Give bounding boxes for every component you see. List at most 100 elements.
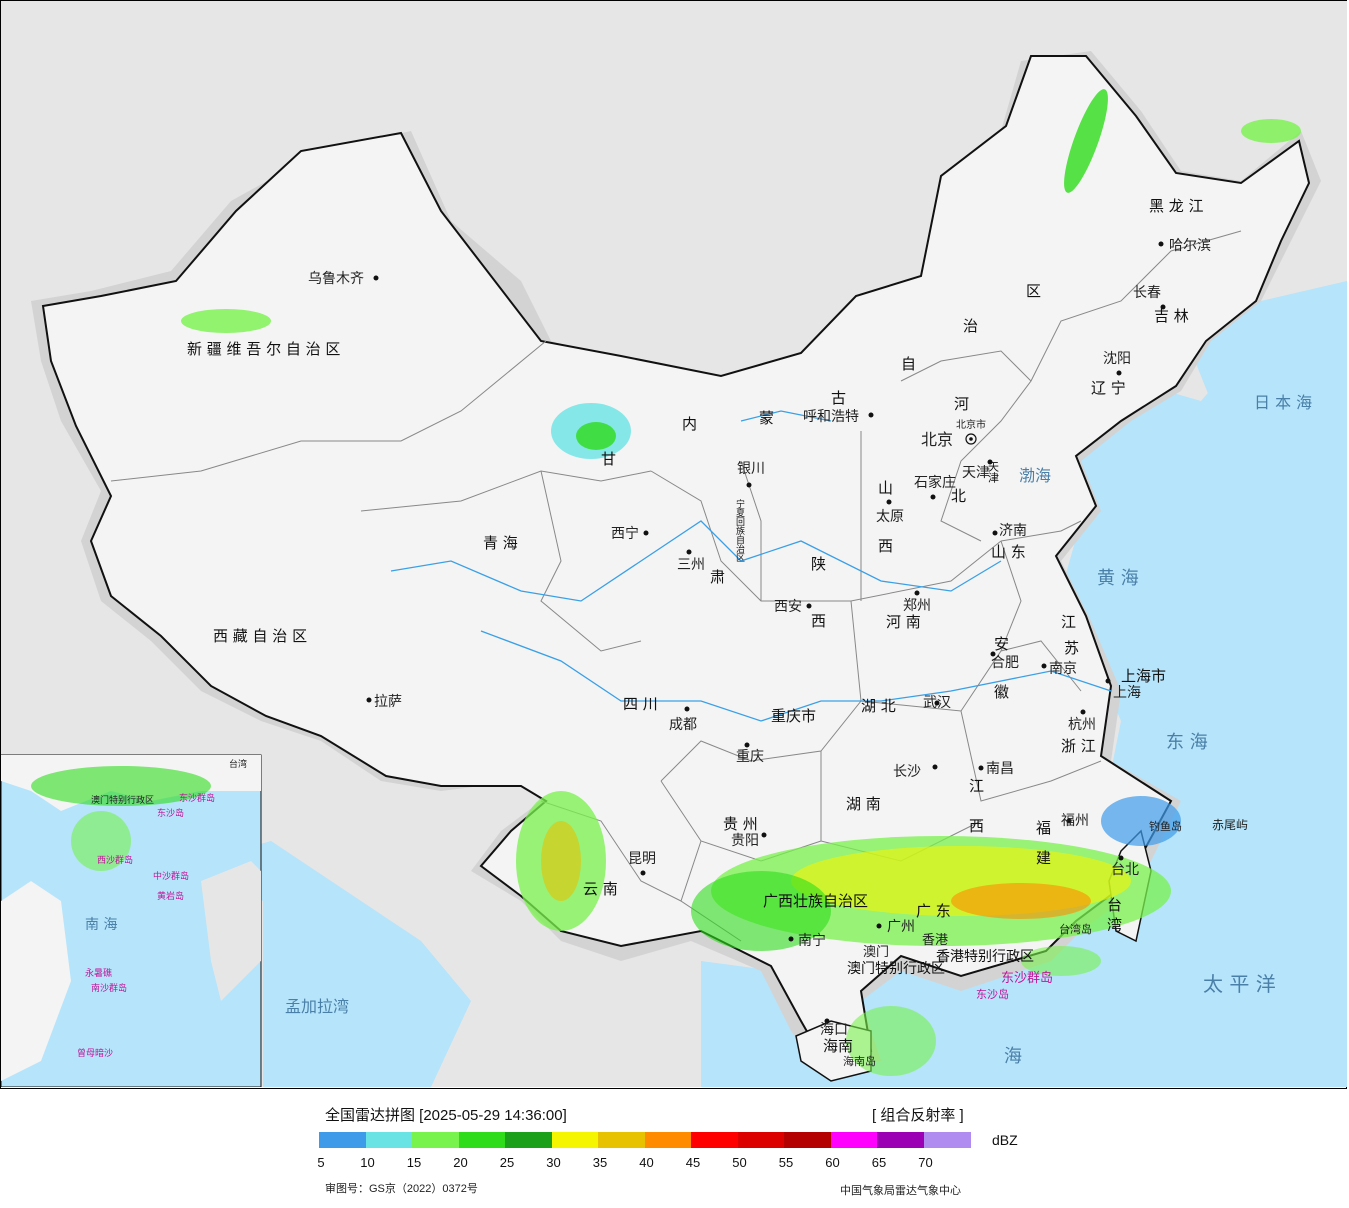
color-swatch-11	[830, 1132, 878, 1148]
city-dot	[1080, 709, 1086, 715]
approval-number: 审图号：GS京（2022）0372号	[325, 1183, 478, 1195]
city-label-taipei: 台北	[1111, 862, 1139, 878]
city-label-taiyuan: 太原	[876, 509, 904, 525]
city-label-xining: 西宁	[611, 525, 639, 542]
province-label-hubei: 湖 北	[861, 697, 896, 715]
color-scale-tick: 70	[918, 1155, 933, 1170]
city-dot	[640, 870, 646, 876]
city-label-fuzhou: 福州	[1061, 813, 1089, 829]
city-label-nanchang: 南昌	[986, 761, 1014, 777]
city-dots	[366, 241, 1166, 1024]
city-label-nanjing: 南京	[1049, 661, 1077, 677]
province-label-henan: 河 南	[886, 613, 921, 631]
city-label-harbin: 哈尔滨	[1169, 238, 1211, 254]
province-label-jilin: 吉 林	[1154, 307, 1189, 325]
city-label-chengdu: 成都	[669, 717, 697, 733]
color-scale-tick: 30	[546, 1155, 561, 1170]
city-dot	[373, 275, 379, 281]
city-dot	[788, 936, 794, 942]
province-label-neimenggu-6: 区	[1026, 282, 1041, 300]
city-dot	[806, 603, 812, 609]
city-dot	[930, 494, 936, 500]
city-label-nanning: 南宁	[798, 932, 826, 949]
city-label-haikou: 海口	[820, 1022, 848, 1038]
city-dot	[643, 530, 649, 536]
city-label-urumqi: 乌鲁木齐	[308, 271, 364, 287]
legend-unit: dBZ	[992, 1132, 1018, 1148]
city-dot	[1158, 241, 1164, 247]
city-label-hangzhou: 杭州	[1068, 717, 1096, 733]
city-dot	[990, 651, 996, 657]
city-label-lhasa: 拉萨	[374, 694, 402, 710]
sea-bengal	[201, 841, 471, 1087]
color-scale-tick: 65	[871, 1155, 887, 1170]
province-label-macaosar: 澳门特别行政区	[847, 961, 945, 977]
color-scale-tick: 20	[453, 1155, 468, 1170]
city-label-tianjin: 天津	[962, 465, 990, 481]
city-label-jinan: 济南	[999, 523, 1027, 539]
city-label-macao: 澳门	[863, 944, 889, 960]
city-label-xian: 西安	[774, 599, 802, 615]
city-label-guiyang: 贵阳	[731, 833, 759, 849]
inset-label-macaosar: 澳门特别行政区	[91, 794, 154, 806]
sea-label-huanghai: 黄 海	[1097, 568, 1139, 589]
province-label-xinjiang: 新 疆 维 吾 尔 自 治 区	[187, 340, 340, 358]
province-label-guizhou: 贵 州	[723, 815, 758, 833]
legend-product: [ 组合反射率 ]	[872, 1107, 964, 1124]
city-dot	[987, 459, 993, 465]
city-label-yinchuan: 银川	[737, 461, 765, 477]
province-label-zhejiang: 浙 江	[1061, 737, 1096, 755]
inset-label-zengmu: 曾母暗沙	[77, 1047, 113, 1059]
city-label-changsha: 长沙	[893, 764, 921, 780]
inset-label-yongshu: 永暑礁	[85, 967, 112, 979]
province-label-liaoning: 辽 宁	[1091, 379, 1126, 397]
city-dot	[686, 549, 692, 555]
color-swatch-7	[644, 1132, 692, 1148]
city-label-shenyang: 沈阳	[1103, 351, 1131, 367]
sea-label-bohai: 渤海	[1019, 466, 1051, 485]
island-label-dongsha: 东沙岛	[976, 987, 1009, 1001]
inset-label-dongsha: 东沙岛	[157, 807, 184, 819]
city-dot	[914, 590, 920, 596]
province-label-shaanxi-2: 西	[811, 612, 826, 630]
city-dot	[1105, 678, 1111, 684]
inset-south-china-sea	[1, 754, 262, 1087]
inset-label-nansha: 南沙群岛	[91, 982, 127, 994]
province-label-neimenggu-4: 自	[901, 355, 916, 373]
city-dot	[744, 742, 750, 748]
province-label-jiangsu-2: 苏	[1064, 639, 1079, 657]
china-radar-map: 乌鲁木齐 拉萨 西宁 三州 银川 呼和浩特 北京 北京市 天津 石家庄 太原 济…	[1, 51, 1347, 1087]
island-label-hainan-dao: 海南岛	[843, 1054, 876, 1068]
city-dot	[1116, 370, 1122, 376]
inset-label-zhongsha: 中沙群岛	[153, 870, 189, 882]
radar-echoes	[181, 89, 1301, 1076]
inset-label-xisha: 西沙群岛	[97, 854, 133, 866]
color-swatch-5	[551, 1132, 599, 1148]
city-label-hongkong: 香港	[922, 933, 948, 948]
city-dot	[1041, 663, 1047, 669]
color-scale-tick: 35	[592, 1155, 608, 1170]
color-swatch-9	[737, 1132, 785, 1148]
city-dot	[868, 412, 874, 418]
inset-label-taiwan: 台湾	[229, 758, 247, 770]
sea-label-donghai: 东 海	[1166, 732, 1208, 753]
city-label-chongqing: 重庆	[736, 749, 764, 765]
city-label-wuhan: 武汉	[923, 695, 951, 711]
city-label-kunming: 昆明	[628, 851, 656, 867]
sea-label-riben: 日 本 海	[1254, 393, 1312, 412]
province-label-jiangsu-1: 江	[1061, 613, 1076, 631]
color-swatch-3	[458, 1132, 506, 1148]
inset-label-dongsha-group: 东沙群岛	[179, 792, 215, 804]
color-scale-tick: 15	[406, 1155, 422, 1170]
color-scale-tick: 5	[317, 1155, 325, 1170]
province-label-neimenggu-3: 古	[831, 389, 846, 407]
province-label-anhui-1: 安	[994, 635, 1009, 653]
sea-label-mengjiala: 孟加拉湾	[285, 997, 349, 1016]
province-label-shanghaishi: 上海市	[1121, 667, 1166, 685]
rivers	[390, 410, 1112, 722]
province-label-chongqingshi: 重庆市	[771, 707, 816, 725]
color-swatch-8	[691, 1132, 738, 1148]
sea-east	[701, 301, 1347, 1087]
color-scale-tick: 25	[499, 1155, 515, 1170]
sea-label-nanhai-inset: 南 海	[85, 917, 117, 933]
